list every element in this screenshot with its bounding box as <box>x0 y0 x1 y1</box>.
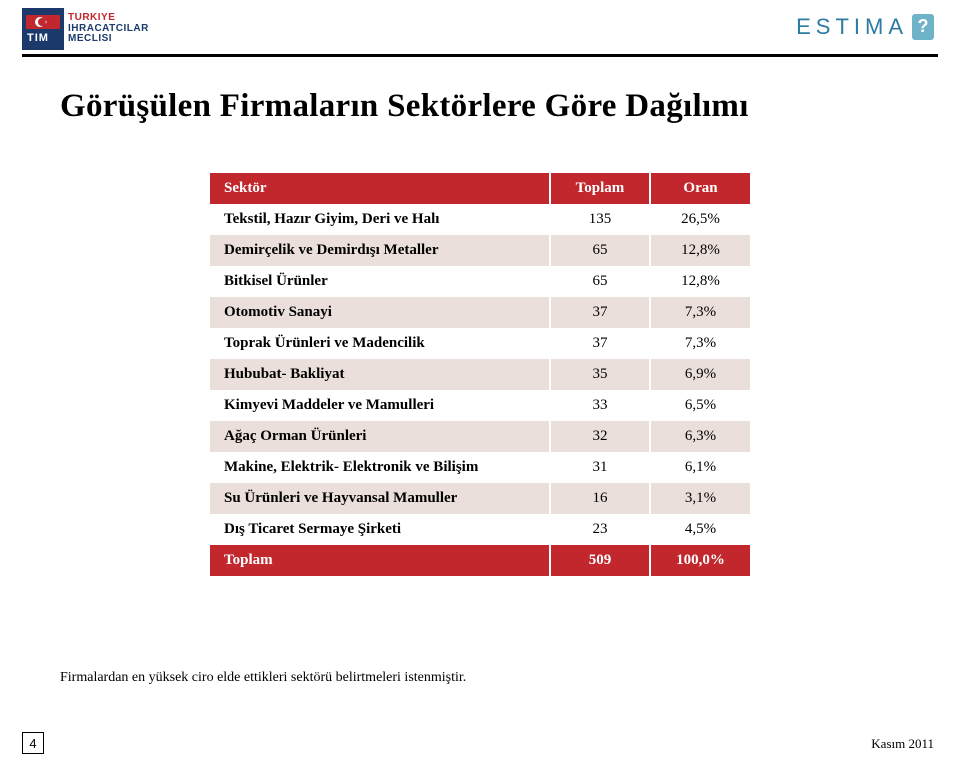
cell-ratio: 7,3% <box>650 297 750 328</box>
cell-sector: Ağaç Orman Ürünleri <box>210 421 550 452</box>
tim-logo: TIM TURKIYE IHRACATCILAR MECLISI <box>22 8 149 50</box>
table-row: Su Ürünleri ve Hayvansal Mamuller163,1% <box>210 483 750 514</box>
table-row: Ağaç Orman Ürünleri326,3% <box>210 421 750 452</box>
footer-date: Kasım 2011 <box>871 736 934 752</box>
cell-sector: Dış Ticaret Sermaye Şirketi <box>210 514 550 545</box>
cell-ratio: 6,5% <box>650 390 750 421</box>
page-number: 4 <box>22 732 44 754</box>
footnote: Firmalardan en yüksek ciro elde ettikler… <box>60 670 466 686</box>
cell-ratio: 26,5% <box>650 204 750 235</box>
cell-ratio: 100,0% <box>650 545 750 576</box>
cell-sector: Makine, Elektrik- Elektronik ve Bilişim <box>210 452 550 483</box>
table-header-row: Sektör Toplam Oran <box>210 173 750 204</box>
estima-logo: ESTIMA <box>796 14 934 40</box>
table-row: Kimyevi Maddeler ve Mamulleri336,5% <box>210 390 750 421</box>
cell-total: 32 <box>550 421 650 452</box>
slide-header: TIM TURKIYE IHRACATCILAR MECLISI ESTIMA <box>0 0 960 60</box>
table-row: Demirçelik ve Demirdışı Metaller6512,8% <box>210 235 750 266</box>
tim-logo-text: TURKIYE IHRACATCILAR MECLISI <box>68 13 149 45</box>
estima-logo-text: ESTIMA <box>796 14 908 40</box>
table-total-row: Toplam509100,0% <box>210 545 750 576</box>
cell-total: 509 <box>550 545 650 576</box>
cell-total: 65 <box>550 266 650 297</box>
cell-total: 37 <box>550 328 650 359</box>
cell-total: 65 <box>550 235 650 266</box>
cell-total: 23 <box>550 514 650 545</box>
cell-total: 135 <box>550 204 650 235</box>
table-body: Tekstil, Hazır Giyim, Deri ve Halı13526,… <box>210 204 750 576</box>
header-rule <box>22 54 938 57</box>
tim-logo-icon: TIM <box>26 15 60 43</box>
page-title: Görüşülen Firmaların Sektörlere Göre Dağ… <box>60 88 749 125</box>
cell-sector: Toprak Ürünleri ve Madencilik <box>210 328 550 359</box>
table-row: Makine, Elektrik- Elektronik ve Bilişim3… <box>210 452 750 483</box>
cell-ratio: 6,9% <box>650 359 750 390</box>
cell-ratio: 3,1% <box>650 483 750 514</box>
table-row: Dış Ticaret Sermaye Şirketi234,5% <box>210 514 750 545</box>
table-row: Otomotiv Sanayi377,3% <box>210 297 750 328</box>
cell-sector: Su Ürünleri ve Hayvansal Mamuller <box>210 483 550 514</box>
cell-total: 16 <box>550 483 650 514</box>
table-row: Tekstil, Hazır Giyim, Deri ve Halı13526,… <box>210 204 750 235</box>
cell-total: 33 <box>550 390 650 421</box>
table-row: Toprak Ürünleri ve Madencilik377,3% <box>210 328 750 359</box>
tim-text-line3: MECLISI <box>68 34 149 45</box>
tim-logo-mark: TIM <box>22 8 64 50</box>
col-header-ratio: Oran <box>650 173 750 204</box>
cell-total: 31 <box>550 452 650 483</box>
col-header-total: Toplam <box>550 173 650 204</box>
cell-ratio: 6,3% <box>650 421 750 452</box>
cell-total: 35 <box>550 359 650 390</box>
cell-sector: Demirçelik ve Demirdışı Metaller <box>210 235 550 266</box>
cell-sector: Hububat- Bakliyat <box>210 359 550 390</box>
cell-sector: Toplam <box>210 545 550 576</box>
estima-logo-mark <box>912 14 934 40</box>
col-header-sector: Sektör <box>210 173 550 204</box>
cell-sector: Bitkisel Ürünler <box>210 266 550 297</box>
table-row: Hububat- Bakliyat356,9% <box>210 359 750 390</box>
sector-table: Sektör Toplam Oran Tekstil, Hazır Giyim,… <box>210 173 750 576</box>
cell-ratio: 6,1% <box>650 452 750 483</box>
cell-sector: Kimyevi Maddeler ve Mamulleri <box>210 390 550 421</box>
cell-ratio: 12,8% <box>650 266 750 297</box>
svg-text:TIM: TIM <box>27 32 49 43</box>
cell-sector: Tekstil, Hazır Giyim, Deri ve Halı <box>210 204 550 235</box>
cell-ratio: 7,3% <box>650 328 750 359</box>
cell-total: 37 <box>550 297 650 328</box>
cell-ratio: 12,8% <box>650 235 750 266</box>
cell-ratio: 4,5% <box>650 514 750 545</box>
cell-sector: Otomotiv Sanayi <box>210 297 550 328</box>
table-row: Bitkisel Ürünler6512,8% <box>210 266 750 297</box>
